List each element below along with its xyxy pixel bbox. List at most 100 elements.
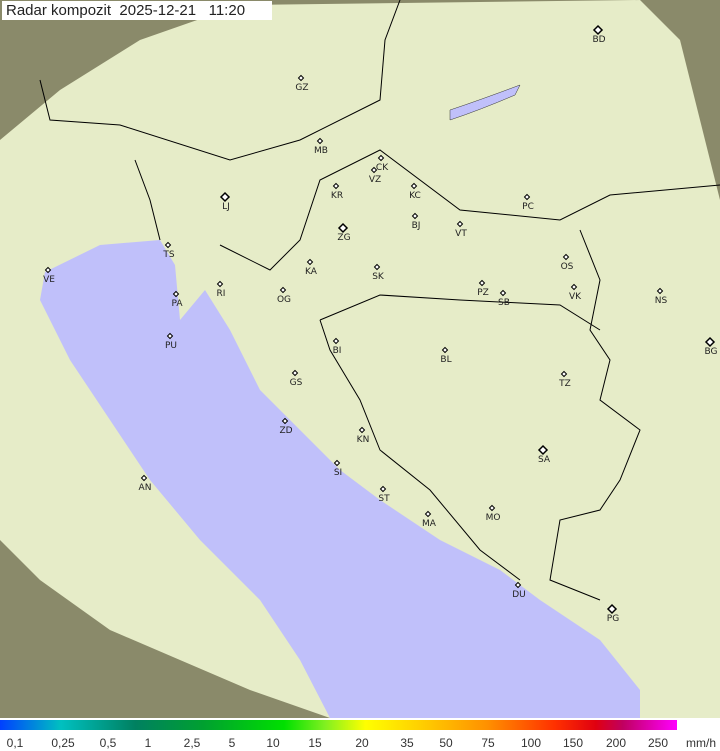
city-marker-icon: [424, 510, 432, 518]
city-marker-icon: [377, 154, 385, 162]
radar-map: GZ BD MB CK VZ KR KC LJ PC BJ VT ZG TS VE KA SK OS RI PZ SB…: [0, 0, 720, 718]
city-vk: VK: [569, 283, 582, 302]
legend-tick: 0,5: [99, 736, 117, 750]
radar-coverage-area: [0, 0, 720, 718]
city-pg: PG: [607, 603, 619, 624]
city-bl: BL: [440, 346, 452, 365]
city-label: SI: [334, 468, 342, 478]
city-marker-icon: [219, 191, 231, 203]
city-label: NS: [655, 296, 668, 306]
legend-tick: 0,25: [51, 736, 75, 750]
legend-tick: 150: [562, 736, 584, 750]
city-marker-icon: [373, 263, 381, 271]
city-zg: ZG: [337, 222, 351, 243]
city-label: GS: [290, 378, 303, 388]
city-label: PZ: [477, 288, 489, 298]
city-marker-icon: [297, 74, 305, 82]
city-ts: TS: [162, 241, 175, 260]
city-marker-icon: [560, 370, 568, 378]
city-marker-icon: [332, 182, 340, 190]
city-sa: SA: [537, 444, 551, 465]
precipitation-legend: 0,1 0,25 0,5 1 2,5 5 10 15 20 35 50 75 100 150 200 250 m…: [0, 718, 720, 751]
legend-tick: 20: [355, 736, 369, 750]
city-marker-icon: [370, 166, 378, 174]
city-bd: BD: [592, 24, 606, 45]
city-marker-icon: [279, 286, 287, 294]
city-ka: KA: [305, 258, 318, 277]
city-label: VT: [455, 229, 467, 239]
city-marker-icon: [704, 336, 716, 348]
city-pa: PA: [171, 290, 183, 309]
city-marker-icon: [140, 474, 148, 482]
city-vt: VT: [455, 220, 467, 239]
city-pu: PU: [165, 332, 177, 351]
city-label: KC: [409, 191, 421, 201]
city-label: BJ: [412, 221, 421, 231]
city-label: TZ: [558, 379, 571, 389]
legend-tick: 0,1: [6, 736, 24, 750]
city-label: MA: [422, 519, 437, 529]
city-label: OS: [561, 262, 574, 272]
legend-tick: 35: [400, 736, 414, 750]
city-du: DU: [512, 581, 526, 600]
city-marker-icon: [281, 417, 289, 425]
city-sk: SK: [372, 263, 385, 282]
city-bg: BG: [704, 336, 718, 357]
city-label: ST: [378, 494, 390, 504]
city-label: OG: [277, 295, 291, 305]
city-label: PA: [171, 299, 183, 309]
city-label: VK: [569, 292, 582, 302]
city-marker-icon: [478, 279, 486, 287]
city-label: DU: [512, 590, 526, 600]
city-bi: BI: [332, 337, 342, 356]
city-kc: KC: [409, 182, 421, 201]
city-marker-icon: [656, 287, 664, 295]
city-marker-icon: [592, 24, 604, 36]
legend-tick: 50: [439, 736, 453, 750]
city-pc: PC: [522, 193, 534, 212]
city-marker-icon: [316, 137, 324, 145]
city-marker-icon: [216, 280, 224, 288]
city-si: SI: [333, 459, 342, 478]
city-ve: VE: [43, 266, 55, 285]
city-marker-icon: [537, 444, 549, 456]
city-label: TS: [162, 250, 174, 260]
city-label: LJ: [222, 202, 230, 212]
city-kr: KR: [331, 182, 343, 201]
city-marker-icon: [456, 220, 464, 228]
city-marker-icon: [441, 346, 449, 354]
city-marker-icon: [499, 289, 507, 297]
city-label: CK: [376, 163, 389, 173]
city-marker-icon: [358, 426, 366, 434]
legend-tick: 2,5: [183, 736, 201, 750]
city-label: RI: [217, 289, 226, 299]
city-marker-icon: [332, 337, 340, 345]
city-label: BL: [440, 355, 451, 365]
city-label: KR: [331, 191, 343, 201]
legend-tick: 100: [520, 736, 542, 750]
city-marker-icon: [488, 504, 496, 512]
lake-balaton: [449, 84, 521, 121]
city-lj: LJ: [219, 191, 231, 212]
city-label: BG: [705, 347, 718, 357]
city-marker-icon: [172, 290, 180, 298]
legend-tick: 10: [266, 736, 280, 750]
city-marker-icon: [411, 212, 419, 220]
sea-adriatic: [40, 240, 640, 718]
city-marker-icon: [44, 266, 52, 274]
city-marker-icon: [166, 332, 174, 340]
city-ck: CK: [376, 154, 389, 173]
city-ma: MA: [422, 510, 437, 529]
city-label: MO: [486, 513, 501, 523]
city-sb: SB: [498, 289, 510, 308]
legend-tick: 200: [605, 736, 627, 750]
city-label: SB: [498, 298, 510, 308]
city-label: VE: [43, 275, 55, 285]
city-bj: BJ: [411, 212, 421, 231]
city-label: VZ: [369, 175, 381, 185]
city-marker-icon: [523, 193, 531, 201]
city-label: BI: [333, 346, 342, 356]
city-tz: TZ: [558, 370, 571, 389]
city-label: PC: [522, 202, 534, 212]
city-ri: RI: [216, 280, 226, 299]
